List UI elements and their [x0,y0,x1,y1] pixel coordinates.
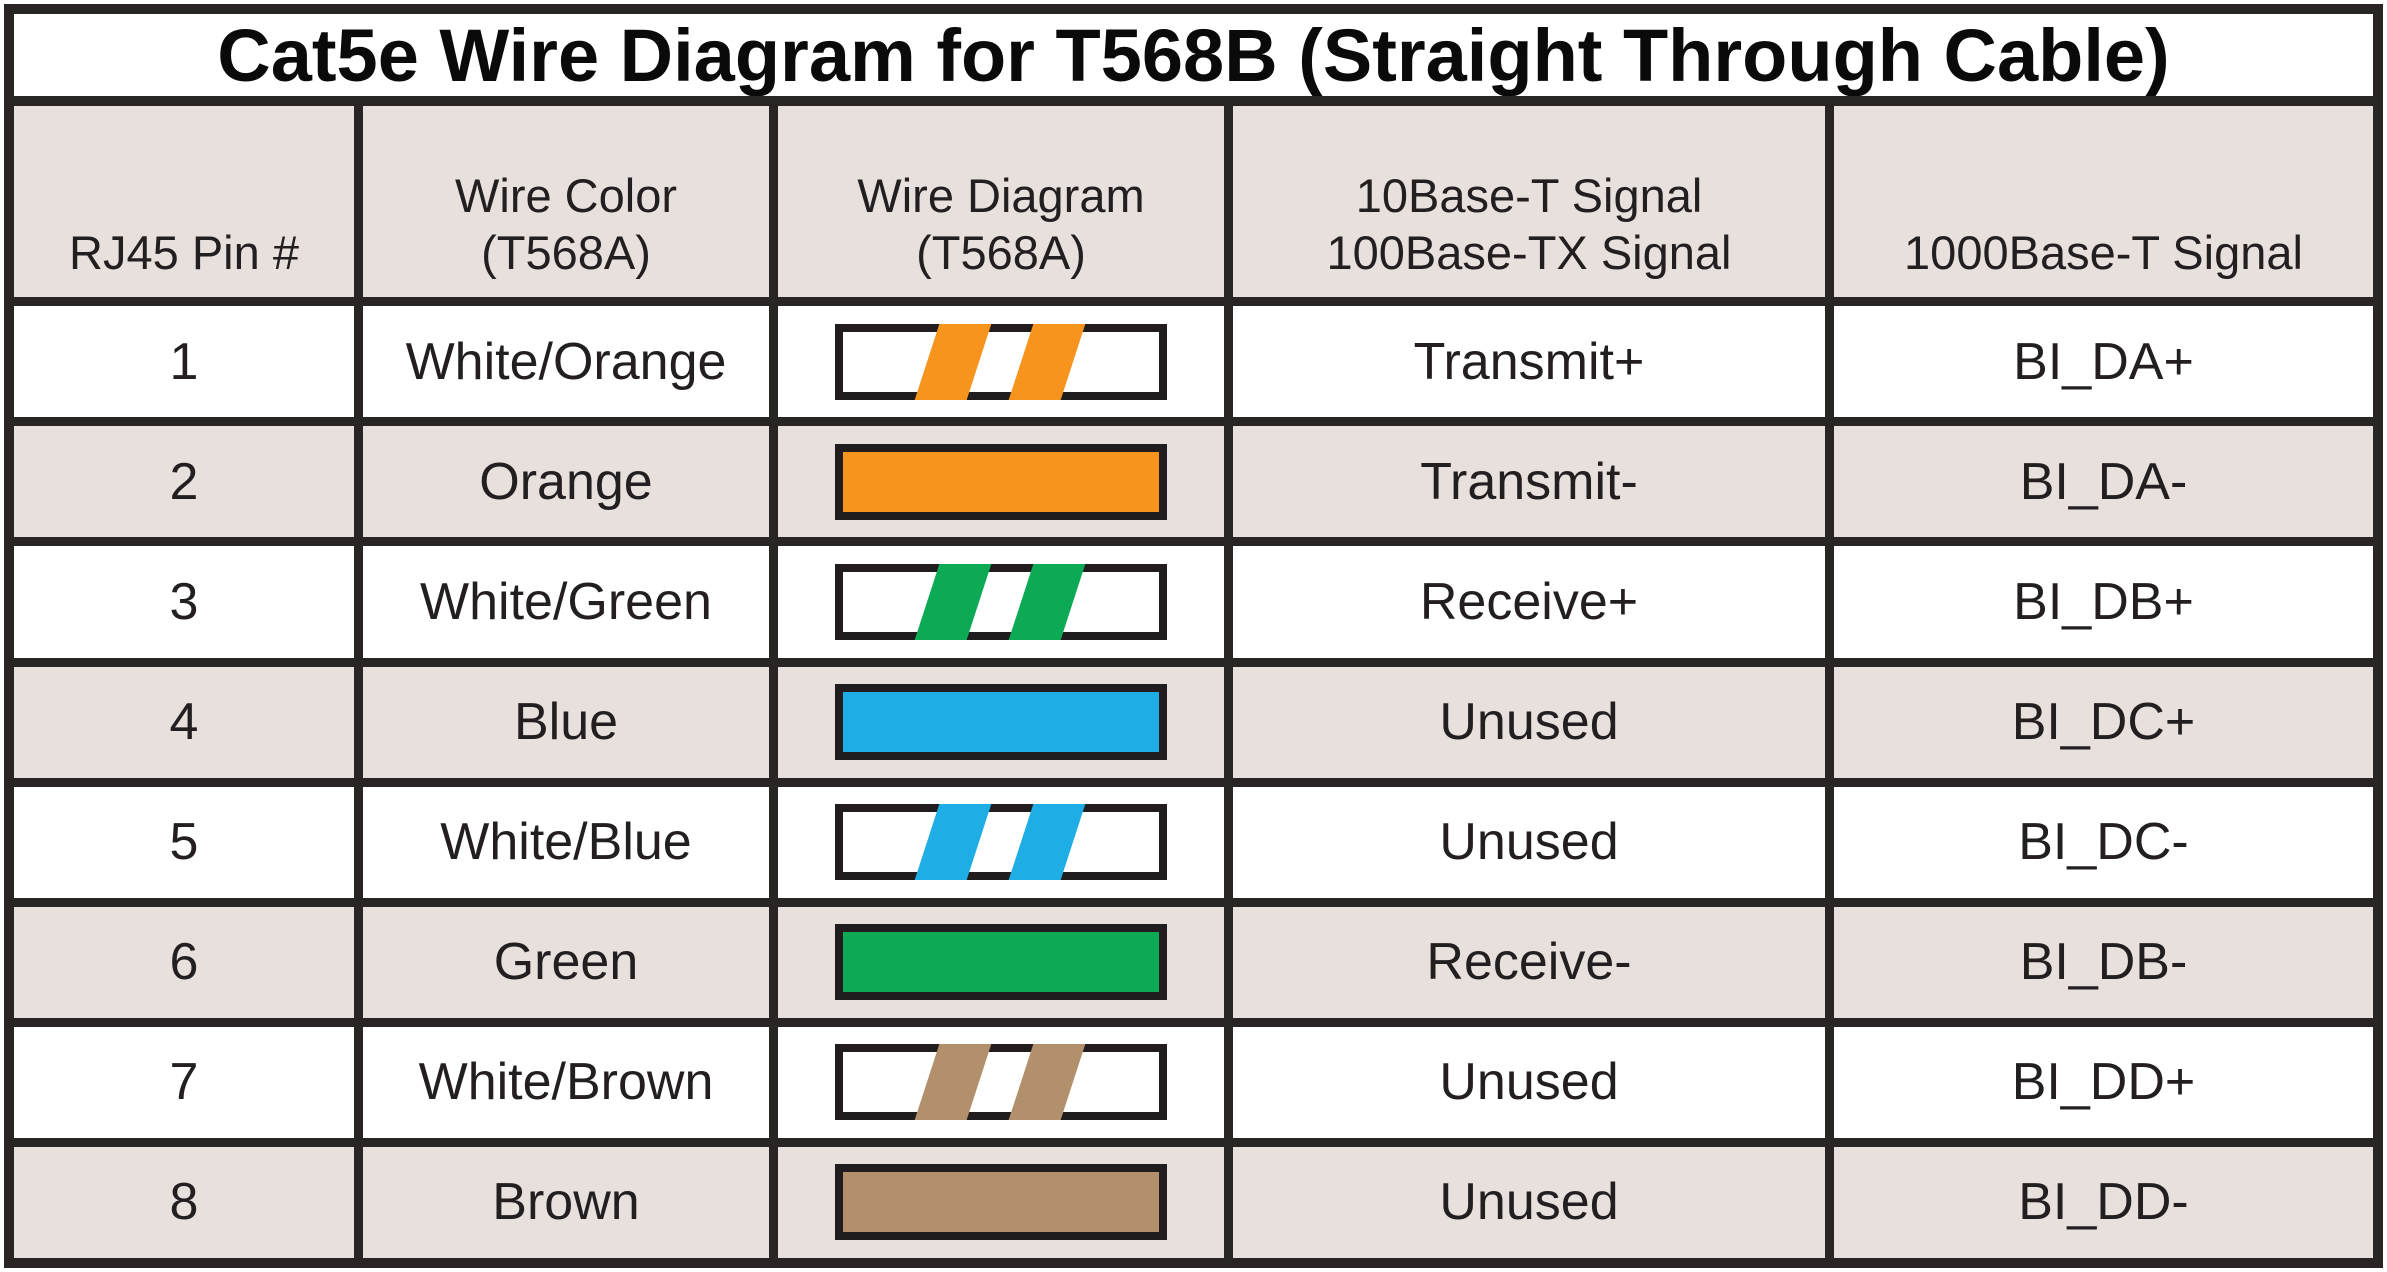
pin-cell: 6 [14,906,354,1018]
wire-swatch [835,564,1167,641]
header-line: Wire Diagram [857,168,1145,222]
signal-1000-cell: BI_DB+ [1834,546,2373,658]
signal-10-100-cell: Transmit- [1233,426,1825,538]
wire-color-cell: White/Green [363,546,769,658]
wire-swatch [835,684,1167,761]
signal-10-100-cell: Receive- [1233,906,1825,1018]
wire-diagram-cell [778,906,1224,1018]
wire-color-cell: Brown [363,1146,769,1258]
pin-cell: 4 [14,666,354,778]
wire-swatch [835,1044,1167,1121]
header-line: 1000Base-T Signal [1904,225,2303,279]
pin-cell: 5 [14,786,354,898]
signal-1000-cell: BI_DA+ [1834,306,2373,418]
column-header-pin: RJ45 Pin # [14,106,354,298]
header-line: 100Base-TX Signal [1326,225,1732,279]
column-header-1000base-signal: 1000Base-T Signal [1834,106,2373,298]
wire-diagram-cell [778,786,1224,898]
signal-1000-cell: BI_DC- [1834,786,2373,898]
header-line: (T568A) [916,225,1086,279]
pin-cell: 3 [14,546,354,658]
signal-1000-cell: BI_DC+ [1834,666,2373,778]
signal-10-100-cell: Unused [1233,1146,1825,1258]
signal-10-100-cell: Unused [1233,666,1825,778]
wire-diagram-cell [778,306,1224,418]
signal-10-100-cell: Unused [1233,786,1825,898]
header-line: RJ45 Pin # [69,225,299,279]
wire-color-cell: White/Orange [363,306,769,418]
page-frame: Cat5e Wire Diagram for T568B (Straight T… [4,4,2383,1268]
wire-swatch [835,924,1167,1001]
header-line: (T568A) [481,225,651,279]
wiring-table: RJ45 Pin # Wire Color (T568A) Wire Diagr… [14,106,2373,1258]
column-header-wire-diagram: Wire Diagram (T568A) [778,106,1224,298]
signal-10-100-cell: Transmit+ [1233,306,1825,418]
header-line: 10Base-T Signal [1355,168,1703,222]
header-line: Wire Color [455,168,677,222]
wire-swatch [835,323,1167,400]
title-bar: Cat5e Wire Diagram for T568B (Straight T… [14,14,2373,106]
signal-1000-cell: BI_DD+ [1834,1026,2373,1138]
signal-1000-cell: BI_DA- [1834,426,2373,538]
column-header-10base-signal: 10Base-T Signal 100Base-TX Signal [1233,106,1825,298]
signal-1000-cell: BI_DD- [1834,1146,2373,1258]
wire-color-cell: Orange [363,426,769,538]
column-header-wire-color: Wire Color (T568A) [363,106,769,298]
signal-10-100-cell: Receive+ [1233,546,1825,658]
wire-swatch [835,443,1167,520]
pin-cell: 7 [14,1026,354,1138]
pin-cell: 8 [14,1146,354,1258]
wire-diagram-cell [778,1026,1224,1138]
wire-diagram-cell [778,426,1224,538]
wire-swatch [835,804,1167,881]
wire-color-cell: White/Blue [363,786,769,898]
signal-1000-cell: BI_DB- [1834,906,2373,1018]
wire-diagram-cell [778,666,1224,778]
signal-10-100-cell: Unused [1233,1026,1825,1138]
wire-color-cell: Blue [363,666,769,778]
pin-cell: 1 [14,306,354,418]
wire-swatch [835,1164,1167,1241]
wire-diagram-cell [778,1146,1224,1258]
pin-cell: 2 [14,426,354,538]
wire-color-cell: White/Brown [363,1026,769,1138]
wire-diagram-cell [778,546,1224,658]
page-title: Cat5e Wire Diagram for T568B (Straight T… [217,14,2170,97]
wire-color-cell: Green [363,906,769,1018]
